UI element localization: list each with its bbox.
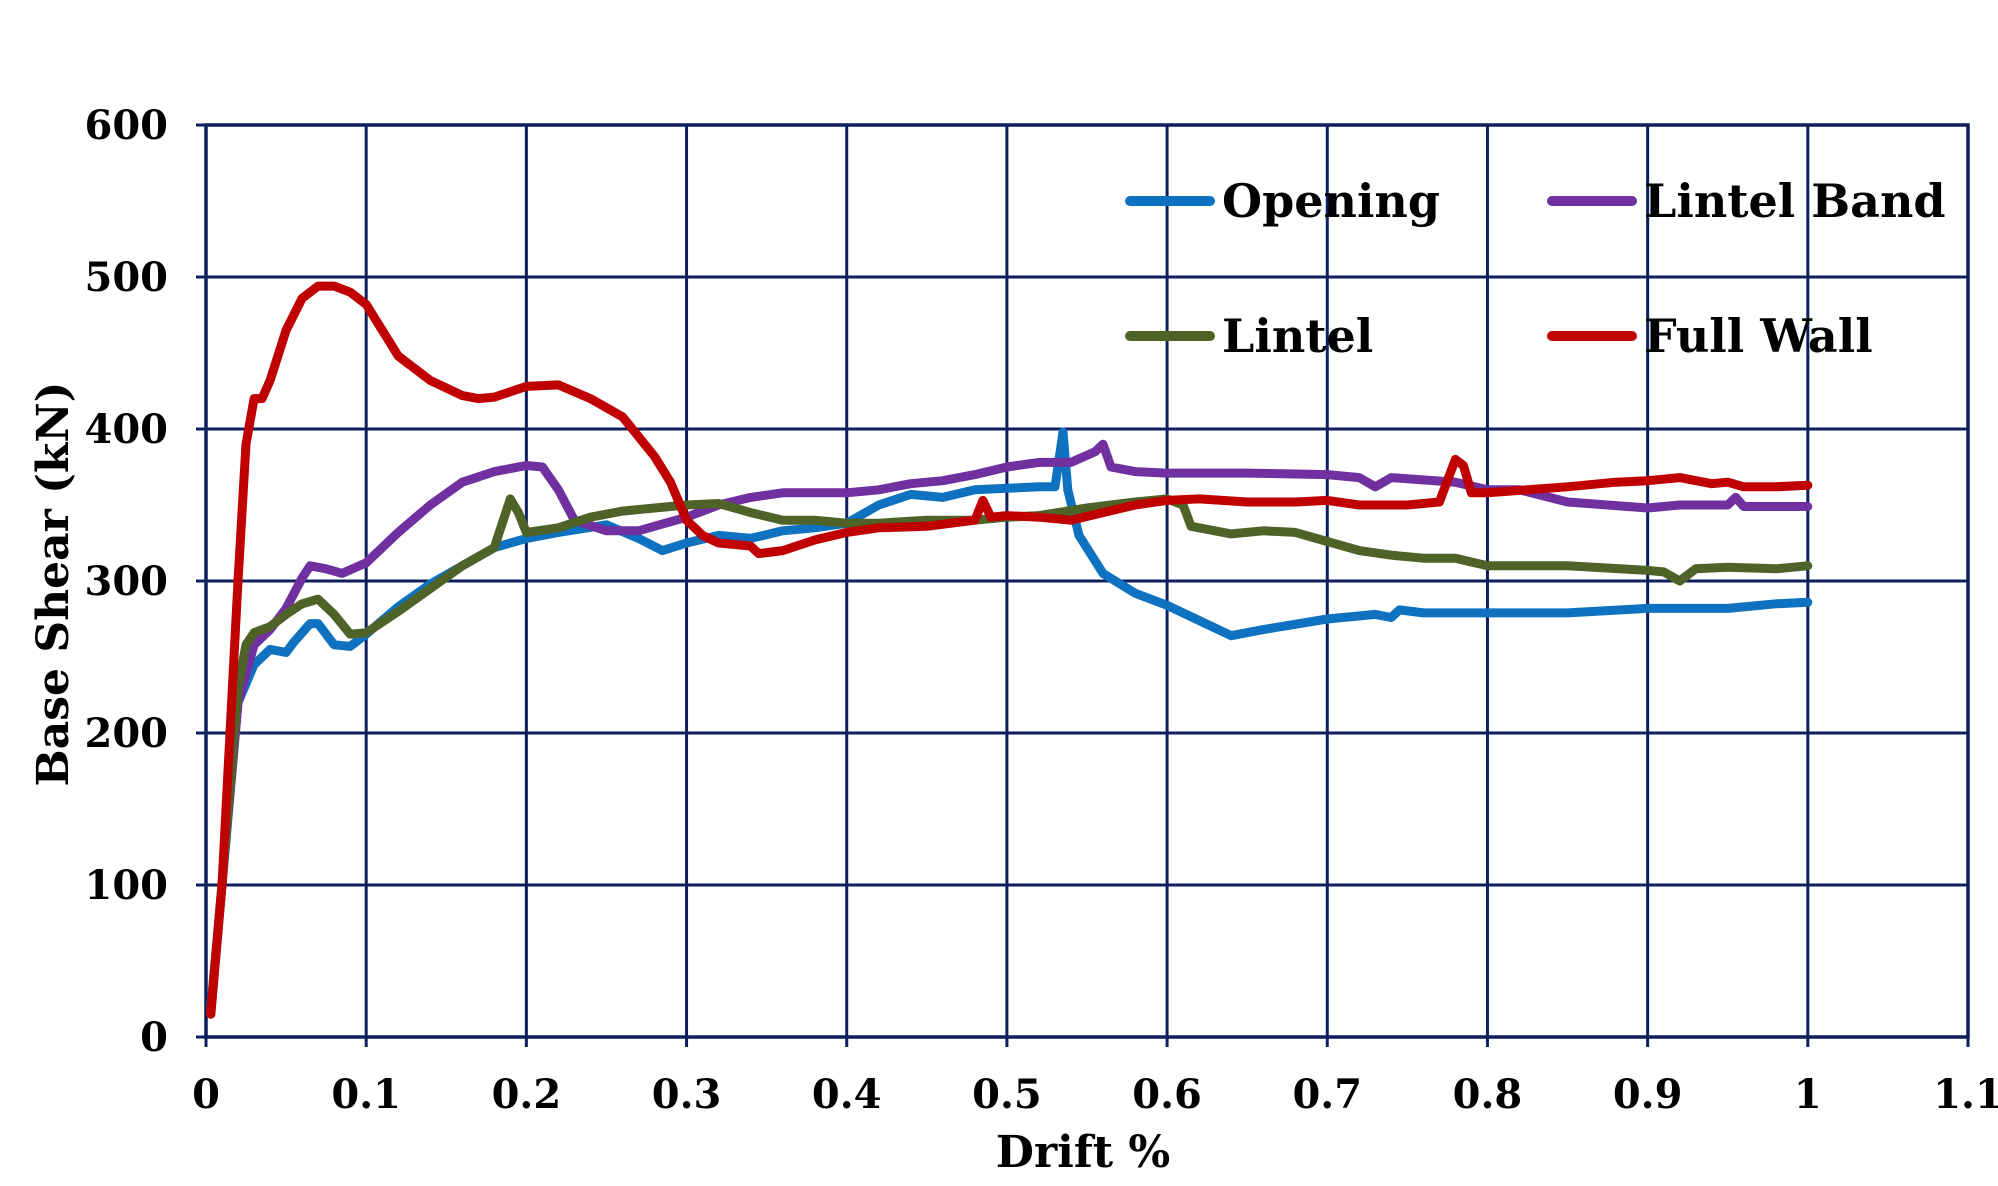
x-tick-label: 0.4 [812,1071,882,1118]
y-tick-labels: 0 100 200 300 400 500 600 [85,102,169,1061]
grid-layer [196,123,1970,1047]
y-axis-title: Base Shear (kN) [28,382,79,787]
series-line-lintel-band [206,439,1813,1015]
y-tick-label: 500 [85,254,169,301]
series-line-full-wall [206,281,1813,1019]
legend: Opening Lintel Band Lintel Full Wall [1125,174,1946,363]
y-tick-label: 100 [85,862,169,909]
series-layer [206,281,1813,1019]
x-tick-labels: 0 0.1 0.2 0.3 0.4 0.5 0.6 0.7 0.8 0.9 1 1.1 [192,1071,1998,1118]
y-tick-label: 200 [85,710,169,757]
x-tick-label: 0 [192,1071,220,1118]
x-tick-label: 0.5 [972,1071,1042,1118]
legend-label-full-wall: Full Wall [1644,309,1873,363]
y-tick-label: 400 [85,406,169,453]
legend-label-lintel-band: Lintel Band [1644,174,1946,228]
series-line-lintel [206,494,1813,1015]
x-tick-label: 1 [1794,1071,1822,1118]
x-tick-label: 0.2 [492,1071,562,1118]
x-tick-label: 0.9 [1613,1071,1683,1118]
x-tick-label: 1.1 [1933,1071,1998,1118]
x-tick-label: 0.1 [331,1071,401,1118]
x-tick-label: 0.3 [652,1071,722,1118]
y-tick-label: 600 [85,102,169,149]
series-line-opening [206,427,1813,1019]
y-tick-label: 300 [85,558,169,605]
legend-label-opening: Opening [1222,174,1440,228]
x-tick-label: 0.7 [1292,1071,1362,1118]
y-tick-label: 0 [140,1014,168,1061]
legend-label-lintel: Lintel [1222,309,1373,363]
x-tick-label: 0.6 [1132,1071,1202,1118]
x-tick-label: 0.8 [1453,1071,1523,1118]
x-axis-title: Drift % [996,1127,1170,1178]
